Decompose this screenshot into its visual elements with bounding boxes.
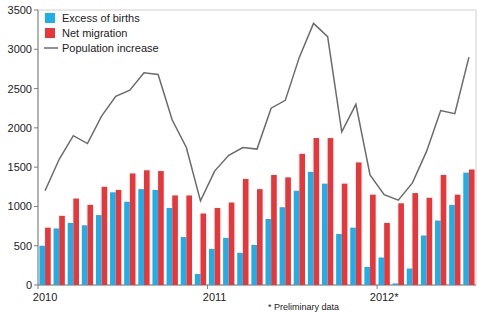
bar [350,228,356,285]
bar [215,208,221,285]
x-tick [377,285,378,289]
bar [308,172,314,285]
bar [54,228,60,285]
bar [186,195,192,285]
legend-swatch [45,13,55,23]
bar [455,195,461,285]
bar [223,238,229,285]
bar [96,215,102,285]
bar [209,249,215,285]
bar [384,223,390,285]
y-tick-label: 1000 [8,200,32,212]
bar [314,138,320,285]
bar [294,191,300,285]
bar [280,207,286,285]
legend: Excess of births Net migration Population … [44,12,159,54]
line [45,23,469,201]
bar [441,175,447,285]
y-tick-label: 3500 [8,4,32,16]
bar [144,170,150,285]
y-tick-label: 3000 [8,43,32,55]
bar [449,205,455,285]
legend-swatch [45,28,55,38]
x-tick [207,285,208,289]
y-tick-label: 500 [14,240,32,252]
y-tick-label: 2500 [8,83,32,95]
bar [379,258,385,286]
y-axis [38,10,39,285]
y-tick [34,206,38,207]
bar [73,199,79,285]
y-tick-label: 2000 [8,122,32,134]
bar [463,173,469,285]
bar [200,214,206,286]
bar [59,216,65,285]
bar [322,184,328,285]
bar [181,237,187,285]
bar [412,193,418,285]
x-tick-label: 2011 [203,291,227,303]
bar [328,138,334,285]
y-tick [34,10,38,11]
legend-line [44,47,58,49]
y-tick [34,88,38,89]
bar [435,221,441,285]
x-tick-label: 2012* [370,291,399,303]
chart: 0 500 1000 1500 2000 2500 3000 3500 2010 2011 2012… [0,0,478,314]
bar [124,202,130,285]
legend-label: Population increase [62,42,159,54]
bar [285,177,291,285]
bar [195,274,201,285]
bar [271,175,277,285]
plot-frame [38,10,476,285]
x-tick [38,285,39,289]
x-tick-label: 2010 [33,291,57,303]
bar [110,192,116,285]
bar [398,203,404,285]
plot-area [39,23,474,285]
legend-label: Excess of births [62,12,140,24]
bar [342,184,348,285]
bar [172,195,178,285]
y-tick [34,49,38,50]
bar [229,203,235,286]
bar [427,198,433,285]
bar [364,267,370,285]
bar [39,246,45,285]
y-tick [34,245,38,246]
bar [167,208,173,285]
bar [421,236,427,286]
bar [158,171,164,285]
bar [138,189,144,285]
bar [393,283,399,285]
bar [82,225,88,285]
y-tick-label: 1500 [8,161,32,173]
bar [152,190,158,285]
bar [407,269,413,286]
y-tick [34,167,38,168]
bar [237,253,243,285]
bar [336,234,342,285]
bar [102,187,108,285]
annotation: * Preliminary data [268,302,339,312]
bar [265,219,271,285]
bar [45,228,51,285]
legend-label: Net migration [62,27,127,39]
bar [87,205,93,285]
bar [257,189,263,285]
y-tick-label: 0 [26,279,32,291]
bar [356,162,362,285]
bar [68,223,74,285]
bar [251,245,257,285]
y-tick [34,285,38,286]
y-tick [34,127,38,128]
bar [469,170,475,286]
bar [370,195,376,285]
bar [299,154,305,285]
bar [116,190,122,285]
bar [130,173,136,285]
bar [243,179,249,285]
